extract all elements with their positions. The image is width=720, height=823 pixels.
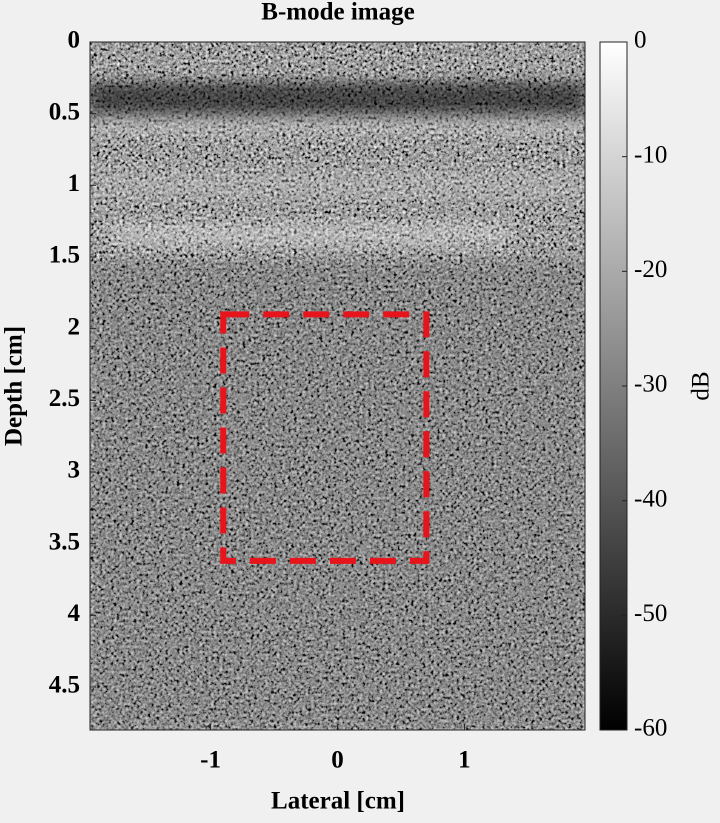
y-tick-label: 2 [68, 313, 81, 340]
colorbar-tick-label: -10 [634, 141, 667, 168]
y-tick-label: 0 [68, 27, 81, 54]
roi-box [220, 311, 430, 564]
y-axis-label: Depth [cm] [1, 326, 28, 446]
y-tick-label: 2.5 [49, 385, 80, 412]
x-axis-label: Lateral [cm] [271, 788, 405, 815]
y-tick-label: 3 [68, 457, 81, 484]
y-tick-label: 4 [68, 600, 81, 627]
y-tick-label: 1 [68, 170, 81, 197]
colorbar-tick-label: -30 [634, 371, 667, 398]
y-tick-label: 3.5 [49, 528, 80, 555]
y-tick-label: 1.5 [49, 242, 80, 269]
colorbar-tick-label: -60 [634, 715, 667, 742]
y-tick-label: 4.5 [49, 672, 80, 699]
x-tick-label: 0 [331, 747, 344, 774]
colorbar-tick-label: -40 [634, 485, 667, 512]
y-tick-label: 0.5 [49, 98, 80, 125]
colorbar-tick-label: 0 [634, 27, 647, 54]
chart-title: B-mode image [261, 0, 414, 26]
colorbar-tick-label: -50 [634, 600, 667, 627]
colorbar-tick-label: -20 [634, 256, 667, 283]
x-tick-label: 1 [458, 747, 471, 774]
colorbar-label: dB [688, 371, 715, 400]
x-tick-label: -1 [200, 747, 221, 774]
bmode-image [90, 42, 585, 730]
